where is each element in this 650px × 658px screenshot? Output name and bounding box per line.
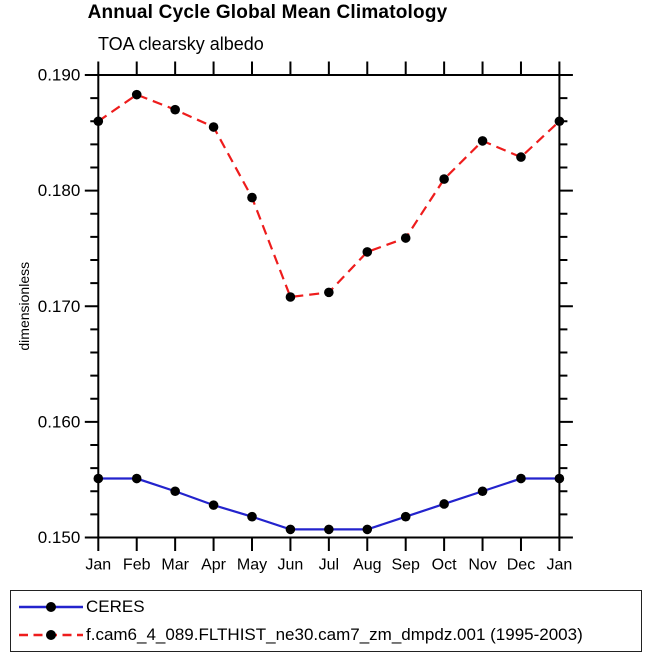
data-point-marker (362, 247, 373, 257)
x-tick-label: Nov (468, 557, 496, 574)
data-point-marker (400, 511, 411, 522)
y-tick-label: 0.180 (38, 181, 81, 200)
data-point-marker (247, 511, 257, 522)
legend-label-model: f.cam6_4_089.FLTHIST_ne30.cam7_zm_dmpdz.… (86, 625, 583, 644)
data-point-marker (439, 499, 449, 509)
x-tick-label: Apr (201, 557, 227, 574)
legend-label-ceres: CERES (86, 597, 145, 616)
data-point-marker (131, 473, 142, 484)
data-point-marker (554, 473, 565, 484)
x-tick-label: Aug (353, 557, 381, 574)
x-tick-label: Oct (432, 557, 457, 574)
data-point-marker (554, 116, 565, 127)
legend-marker-icon (46, 630, 56, 640)
legend-entry-model: f.cam6_4_089.FLTHIST_ne30.cam7_zm_dmpdz.… (11, 622, 583, 648)
data-point-marker (170, 486, 180, 497)
legend-line-sample-dashed (19, 630, 83, 640)
series-line-1 (97, 93, 561, 299)
plot-area: Jan Feb Mar Apr May Jun Jul Aug Sep Oct Nov Dec Jan0… (16, 61, 573, 574)
x-tick-label: Feb (123, 557, 151, 574)
data-point-marker (516, 473, 526, 484)
data-point-marker (170, 104, 180, 115)
data-point-marker (93, 473, 104, 484)
data-point-marker (477, 486, 488, 497)
data-point-marker (400, 233, 411, 243)
x-tick-label: Jul (319, 557, 339, 574)
data-point-marker (516, 152, 526, 162)
data-point-marker (247, 192, 257, 203)
legend-line-sample-solid (19, 602, 83, 612)
data-point-marker (362, 524, 373, 535)
data-point-marker (208, 122, 219, 132)
chart-subtitle: TOA clearsky albedo (98, 34, 264, 54)
legend-marker-icon (46, 602, 56, 612)
y-tick-label: 0.190 (38, 66, 81, 85)
data-point-marker (324, 287, 334, 298)
x-tick-label: Dec (507, 557, 535, 574)
y-tick-label: 0.160 (38, 412, 81, 431)
y-tick-label: 0.150 (38, 528, 81, 547)
data-point-marker (285, 524, 296, 535)
x-tick-label: Jun (278, 557, 304, 574)
legend-box: CERES f.cam6_4_089.FLTHIST_ne30.cam7_zm_… (10, 590, 642, 652)
legend-entry-ceres: CERES (11, 594, 145, 620)
data-point-marker (208, 500, 219, 510)
chart-title: Annual Cycle Global Mean Climatology (87, 2, 448, 23)
series-line-0 (98, 477, 560, 531)
x-tick-label: Jan (85, 557, 111, 574)
data-point-marker (477, 136, 488, 146)
data-point-marker (285, 292, 296, 302)
x-tick-label: Jan (547, 557, 573, 574)
data-point-marker (93, 116, 104, 127)
y-axis-label: dimensionless (16, 262, 32, 351)
y-tick-label: 0.170 (38, 297, 81, 316)
x-tick-label: Mar (161, 557, 189, 574)
data-point-marker (131, 89, 142, 100)
data-point-marker (324, 524, 334, 535)
x-tick-label: Sep (391, 557, 420, 574)
x-tick-label: May (237, 557, 267, 574)
data-point-marker (439, 174, 449, 184)
